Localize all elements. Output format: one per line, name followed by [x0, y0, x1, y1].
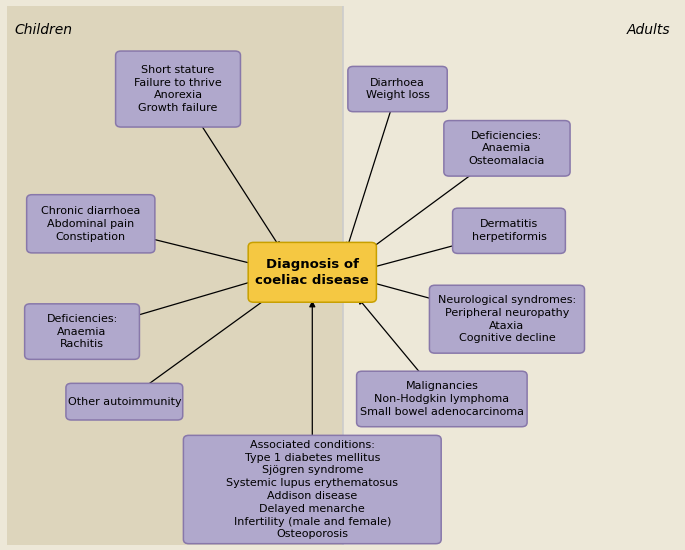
FancyBboxPatch shape	[116, 51, 240, 127]
FancyBboxPatch shape	[248, 243, 376, 302]
Text: Adults: Adults	[627, 23, 670, 37]
FancyBboxPatch shape	[444, 120, 570, 176]
FancyBboxPatch shape	[453, 208, 565, 254]
Text: Children: Children	[15, 23, 73, 37]
FancyBboxPatch shape	[66, 383, 183, 420]
Text: Other autoimmunity: Other autoimmunity	[68, 397, 181, 406]
FancyBboxPatch shape	[184, 436, 441, 544]
Text: Deficiencies:
Anaemia
Rachitis: Deficiencies: Anaemia Rachitis	[47, 314, 118, 349]
Text: Deficiencies:
Anaemia
Osteomalacia: Deficiencies: Anaemia Osteomalacia	[469, 130, 545, 166]
Text: Chronic diarrhoea
Abdominal pain
Constipation: Chronic diarrhoea Abdominal pain Constip…	[41, 206, 140, 241]
Text: Diagnosis of
coeliac disease: Diagnosis of coeliac disease	[256, 257, 369, 287]
Text: Malignancies
Non-Hodgkin lymphoma
Small bowel adenocarcinoma: Malignancies Non-Hodgkin lymphoma Small …	[360, 381, 524, 417]
FancyBboxPatch shape	[429, 285, 584, 353]
Text: Diarrhoea
Weight loss: Diarrhoea Weight loss	[366, 78, 429, 101]
FancyBboxPatch shape	[348, 67, 447, 112]
Text: Dermatitis
herpetiformis: Dermatitis herpetiformis	[471, 219, 547, 242]
FancyBboxPatch shape	[27, 195, 155, 253]
Text: Associated conditions:
Type 1 diabetes mellitus
Sjögren syndrome
Systemic lupus : Associated conditions: Type 1 diabetes m…	[226, 439, 398, 540]
Polygon shape	[7, 6, 342, 544]
FancyBboxPatch shape	[357, 371, 527, 427]
Text: Short stature
Failure to thrive
Anorexia
Growth failure: Short stature Failure to thrive Anorexia…	[134, 65, 222, 113]
FancyBboxPatch shape	[25, 304, 140, 359]
Text: Neurological syndromes:
Peripheral neuropathy
Ataxia
Cognitive decline: Neurological syndromes: Peripheral neuro…	[438, 295, 576, 343]
